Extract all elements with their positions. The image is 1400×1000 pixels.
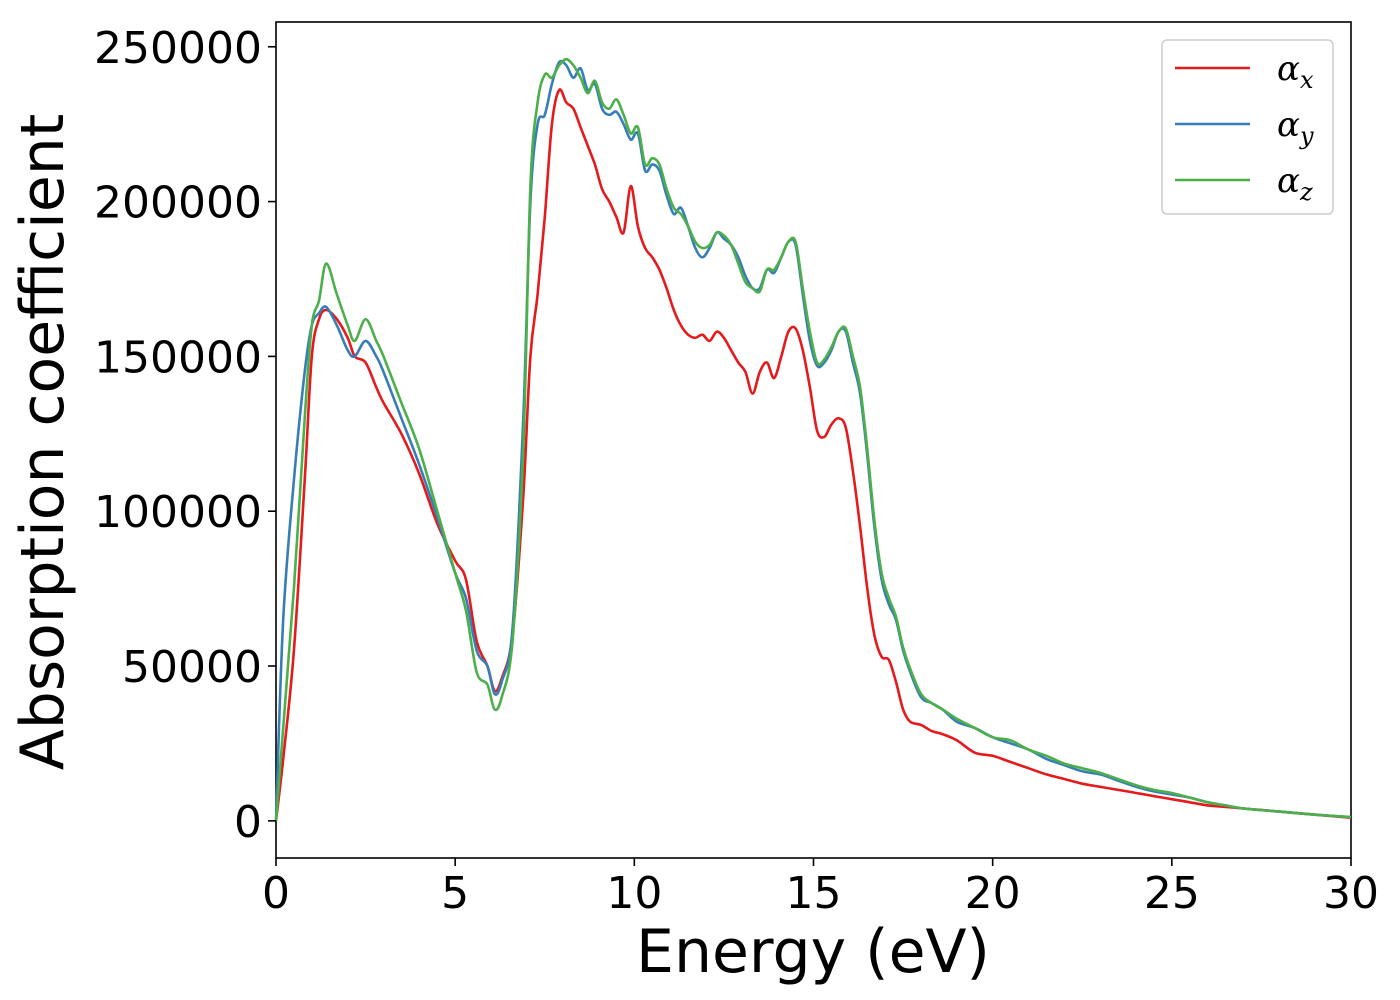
x-tick-label: 10 bbox=[606, 868, 662, 919]
legend-box bbox=[1161, 39, 1334, 215]
x-tick-label: 15 bbox=[786, 868, 842, 919]
y-tick-label: 0 bbox=[234, 797, 262, 848]
x-tick-label: 5 bbox=[441, 868, 469, 919]
series-line-x bbox=[274, 88, 1352, 821]
y-tick-label: 100000 bbox=[94, 487, 262, 538]
series-layer bbox=[274, 57, 1352, 821]
y-tick-label: 150000 bbox=[94, 332, 262, 383]
y-tick-label: 200000 bbox=[94, 178, 262, 229]
series-line-z bbox=[274, 57, 1352, 821]
x-axis-title: Energy (eV) bbox=[636, 917, 990, 987]
x-tick-label: 20 bbox=[965, 868, 1021, 919]
x-tick-label: 0 bbox=[262, 868, 290, 919]
y-tick-label: 250000 bbox=[94, 23, 262, 74]
x-axis-ticks: 0 5 10 15 20 25 30 bbox=[262, 858, 1379, 919]
y-tick-label: 50000 bbox=[122, 642, 262, 693]
y-axis-ticks: 0 50000 100000 150000 200000 250000 bbox=[94, 23, 276, 848]
x-tick-label: 25 bbox=[1144, 868, 1200, 919]
y-axis-title: Absorption coefficient bbox=[8, 114, 78, 771]
x-tick-label: 30 bbox=[1323, 868, 1379, 919]
